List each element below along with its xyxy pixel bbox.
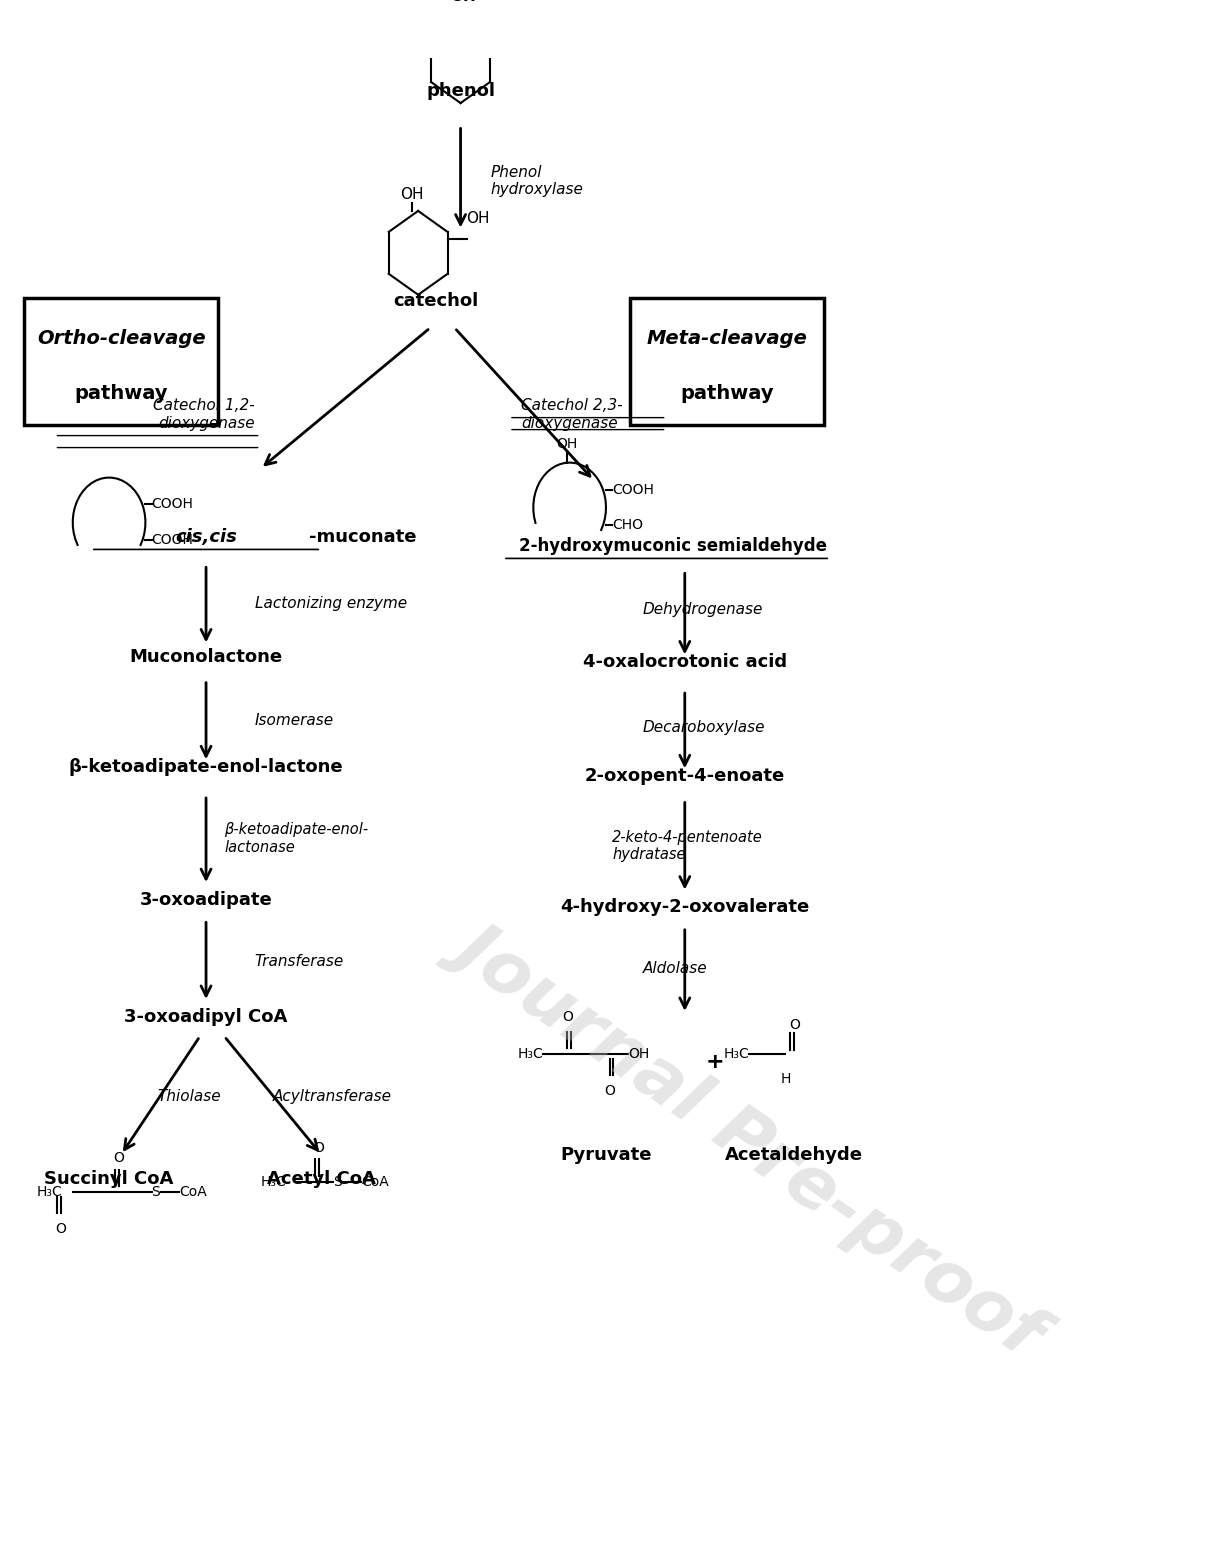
Text: Aldolase: Aldolase <box>642 962 707 976</box>
Text: O: O <box>562 1010 572 1024</box>
Text: β-ketoadipate-enol-
lactonase: β-ketoadipate-enol- lactonase <box>224 822 368 854</box>
Text: COOH: COOH <box>152 498 194 512</box>
Text: pathway: pathway <box>74 384 168 403</box>
Text: Phenol
hydroxylase: Phenol hydroxylase <box>491 165 584 198</box>
Text: pathway: pathway <box>680 384 774 403</box>
Text: S: S <box>333 1175 342 1189</box>
Text: 4-hydroxy-2-oxovalerate: 4-hydroxy-2-oxovalerate <box>560 898 810 916</box>
Text: COOH: COOH <box>152 534 194 548</box>
Text: Journal Pre-proof: Journal Pre-proof <box>446 909 1057 1365</box>
Text: Pyruvate: Pyruvate <box>560 1145 652 1164</box>
Text: H₃C: H₃C <box>518 1047 543 1061</box>
Text: β-ketoadipate-enol-lactone: β-ketoadipate-enol-lactone <box>69 758 343 775</box>
Text: O: O <box>114 1151 124 1165</box>
Text: 2-oxopent-4-enoate: 2-oxopent-4-enoate <box>584 767 785 784</box>
Text: H₃C: H₃C <box>261 1175 286 1189</box>
Text: 4-oxalocrotonic acid: 4-oxalocrotonic acid <box>583 654 787 671</box>
Text: O: O <box>56 1221 65 1235</box>
Text: Muconolactone: Muconolactone <box>130 649 282 666</box>
Text: 3-oxoadipate: 3-oxoadipate <box>139 892 273 909</box>
Text: Thiolase: Thiolase <box>158 1089 221 1103</box>
Text: +: + <box>705 1052 725 1072</box>
Text: CoA: CoA <box>361 1175 389 1189</box>
Text: Succinyl CoA: Succinyl CoA <box>45 1170 173 1187</box>
Text: CoA: CoA <box>179 1186 207 1200</box>
Text: CHO: CHO <box>612 518 644 532</box>
Text: -muconate: -muconate <box>309 529 417 546</box>
Text: phenol: phenol <box>427 82 494 100</box>
Text: O: O <box>314 1141 324 1155</box>
Text: S: S <box>152 1186 160 1200</box>
Text: Decaroboxylase: Decaroboxylase <box>642 720 765 734</box>
Text: O: O <box>605 1085 614 1099</box>
Text: O: O <box>790 1018 800 1032</box>
Text: catechol: catechol <box>394 293 479 310</box>
Text: OH: OH <box>450 0 476 5</box>
Text: OH: OH <box>628 1047 650 1061</box>
Text: OH: OH <box>400 187 424 202</box>
Text: Acyltransferase: Acyltransferase <box>273 1089 391 1103</box>
Text: Catechol 1,2-
dioxygenase: Catechol 1,2- dioxygenase <box>153 398 255 431</box>
Text: Dehydrogenase: Dehydrogenase <box>642 602 762 616</box>
Text: 3-oxoadipyl CoA: 3-oxoadipyl CoA <box>125 1008 287 1025</box>
Text: 2-hydroxymuconic semialdehyde: 2-hydroxymuconic semialdehyde <box>519 537 827 555</box>
Text: Catechol 2,3-
dioxygenase: Catechol 2,3- dioxygenase <box>521 398 623 431</box>
Text: H: H <box>781 1072 790 1086</box>
Text: COOH: COOH <box>612 482 654 496</box>
Text: Acetaldehyde: Acetaldehyde <box>725 1145 863 1164</box>
Text: H₃C: H₃C <box>36 1186 62 1200</box>
Text: H₃C: H₃C <box>724 1047 749 1061</box>
Text: Acetyl CoA: Acetyl CoA <box>267 1170 376 1187</box>
Text: Transferase: Transferase <box>255 954 344 969</box>
Text: 2-keto-4-pentenoate
hydratase: 2-keto-4-pentenoate hydratase <box>612 829 762 862</box>
Bar <box>24 297 218 425</box>
Text: Ortho-cleavage: Ortho-cleavage <box>36 328 206 349</box>
Text: Lactonizing enzyme: Lactonizing enzyme <box>255 596 407 612</box>
Text: OH: OH <box>556 437 578 451</box>
Text: Isomerase: Isomerase <box>255 713 333 728</box>
Text: Meta-cleavage: Meta-cleavage <box>647 328 807 349</box>
Text: cis,cis: cis,cis <box>175 529 238 546</box>
Bar <box>630 297 824 425</box>
Text: OH: OH <box>467 212 490 226</box>
